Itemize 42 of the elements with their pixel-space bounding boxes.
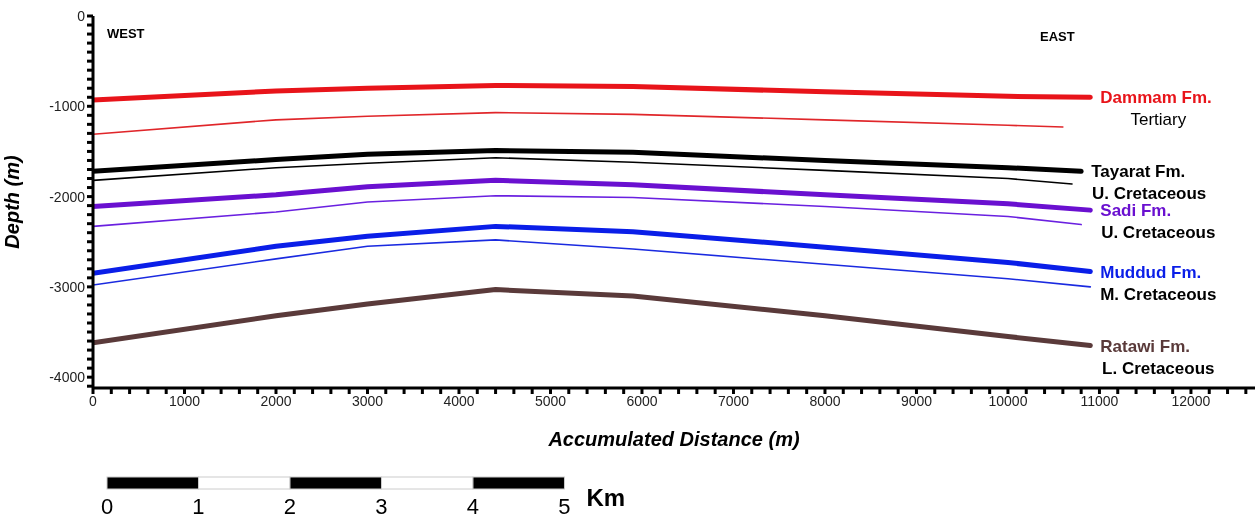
x-tick-label: 8000 <box>809 392 841 409</box>
x-tick-label: 5000 <box>534 392 567 409</box>
text: 3 <box>375 494 388 516</box>
series-label: Sadi Fm. <box>1100 201 1172 221</box>
series-label: Tayarat Fm. <box>1091 162 1186 182</box>
y-tick-label: 0 <box>77 7 86 24</box>
text: 2 <box>283 494 297 516</box>
series-label: Muddud Fm. <box>1100 262 1202 282</box>
series-label: Ratawi Fm. <box>1100 336 1191 356</box>
annotation: M. Cretaceous <box>1100 284 1217 304</box>
text: 0 <box>100 494 114 516</box>
annotation: EAST <box>1040 29 1075 44</box>
x-tick-label: 4000 <box>443 392 475 409</box>
y-axis-title: Depth (m) <box>1 155 24 249</box>
x-tick-label: 9000 <box>900 392 933 409</box>
text: 5 <box>558 494 571 516</box>
x-tick-label: 1000 <box>168 392 201 409</box>
annotation: U. Cretaceous <box>1091 184 1207 204</box>
line-series <box>93 239 1092 288</box>
line-series <box>93 111 1064 136</box>
text: 1 <box>192 494 205 516</box>
y-tick-label: -1000 <box>49 98 86 115</box>
line-series <box>93 194 1082 228</box>
y-tick-label: -4000 <box>49 369 86 386</box>
annotation: Tertiary <box>1130 110 1187 130</box>
x-tick-label: 12000 <box>1171 392 1211 409</box>
x-tick-label: 7000 <box>717 392 750 409</box>
annotation: U. Cretaceous <box>1101 223 1216 243</box>
x-axis-title: Accumulated Distance (m) <box>547 428 800 450</box>
annotation: WEST <box>107 26 145 41</box>
x-tick-label: 6000 <box>626 392 658 409</box>
series-label: Dammam Fm. <box>1100 88 1212 108</box>
y-tick-label: -3000 <box>49 278 86 295</box>
text: 4 <box>466 494 480 516</box>
x-tick-label: 0 <box>89 392 98 409</box>
x-tick-label: 10000 <box>988 392 1028 409</box>
annotation: L. Cretaceous <box>1102 358 1215 378</box>
y-tick-label: -2000 <box>49 188 86 205</box>
x-tick-label: 3000 <box>351 392 384 409</box>
x-tick-label: 2000 <box>260 392 292 409</box>
text: Km <box>586 484 626 511</box>
x-tick-label: 11000 <box>1080 392 1119 409</box>
